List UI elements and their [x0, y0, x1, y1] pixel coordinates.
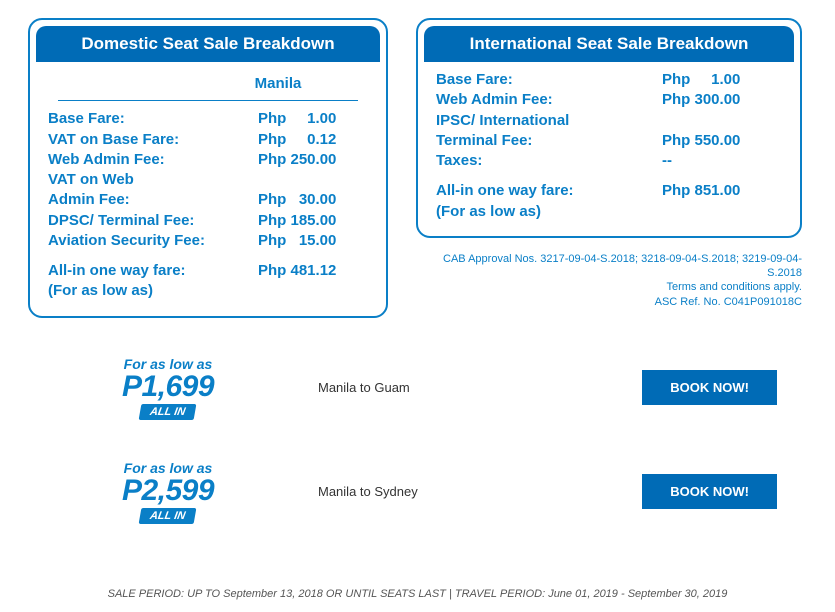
- table-row: Base Fare:Php 1.00: [48, 109, 368, 129]
- domestic-card: Domestic Seat Sale Breakdown Manila Base…: [28, 18, 388, 318]
- table-row: Web Admin Fee:Php 250.00: [48, 150, 368, 170]
- fee-value: Php 1.00: [662, 70, 782, 90]
- table-row: IPSC/ International: [436, 111, 782, 131]
- fee-value: Php 185.00: [258, 211, 368, 231]
- route-text: Manila to Guam: [258, 380, 642, 395]
- table-row: VAT on Web: [48, 170, 368, 190]
- fee-value: [662, 111, 782, 131]
- table-row: DPSC/ Terminal Fee:Php 185.00: [48, 211, 368, 231]
- all-in-badge: ALL IN: [139, 404, 197, 420]
- all-in-badge: ALL IN: [139, 508, 197, 524]
- total-label-line2: (For as low as): [436, 203, 541, 220]
- fee-value: Php 30.00: [258, 190, 368, 210]
- fee-value: Php 300.00: [662, 90, 782, 110]
- promo-row: For as low as P1,699 ALL IN Manila to Gu…: [78, 356, 777, 420]
- total-value: Php 481.12: [258, 261, 368, 302]
- domestic-card-body: Manila Base Fare:Php 1.00 VAT on Base Fa…: [30, 62, 386, 316]
- table-row: Base Fare:Php 1.00: [436, 70, 782, 90]
- promos-section: For as low as P1,699 ALL IN Manila to Gu…: [28, 356, 807, 524]
- fee-value: Php 1.00: [258, 109, 368, 129]
- fee-value: Php 15.00: [258, 231, 368, 251]
- breakdown-cards-row: Domestic Seat Sale Breakdown Manila Base…: [28, 18, 807, 318]
- fineprint-line: CAB Approval Nos. 3217-09-04-S.2018; 321…: [416, 252, 802, 281]
- fee-label: VAT on Base Fare:: [48, 130, 258, 150]
- route-text: Manila to Sydney: [258, 484, 642, 499]
- total-label-line1: All-in one way fare:: [436, 182, 574, 199]
- fineprint-line: Terms and conditions apply.: [416, 280, 802, 294]
- promo-row: For as low as P2,599 ALL IN Manila to Sy…: [78, 460, 777, 524]
- price: P1,699: [78, 372, 258, 402]
- price-block: For as low as P2,599 ALL IN: [78, 460, 258, 524]
- book-now-button[interactable]: BOOK NOW!: [642, 474, 777, 509]
- international-card: International Seat Sale Breakdown Base F…: [416, 18, 802, 238]
- fineprint: CAB Approval Nos. 3217-09-04-S.2018; 321…: [416, 252, 802, 309]
- table-row: VAT on Base Fare:Php 0.12: [48, 130, 368, 150]
- international-card-title: International Seat Sale Breakdown: [424, 26, 794, 62]
- table-row: Taxes:--: [436, 151, 782, 171]
- fee-value: Php 550.00: [662, 131, 782, 151]
- book-now-button[interactable]: BOOK NOW!: [642, 370, 777, 405]
- fee-value: --: [662, 151, 782, 171]
- total-value: Php 851.00: [662, 181, 782, 222]
- table-row: Terminal Fee:Php 550.00: [436, 131, 782, 151]
- fee-value: Php 0.12: [258, 130, 368, 150]
- fineprint-line: ASC Ref. No. C041P091018C: [416, 295, 802, 309]
- fee-label: DPSC/ Terminal Fee:: [48, 211, 258, 231]
- fee-label: Aviation Security Fee:: [48, 231, 258, 251]
- total-label-line1: All-in one way fare:: [48, 262, 186, 279]
- fee-label: Terminal Fee:: [436, 131, 662, 151]
- total-row: All-in one way fare: (For as low as) Php…: [48, 261, 368, 302]
- fee-label: Taxes:: [436, 151, 662, 171]
- fee-label: Base Fare:: [436, 70, 662, 90]
- sale-period-footer: SALE PERIOD: UP TO September 13, 2018 OR…: [0, 588, 835, 600]
- fee-label: Base Fare:: [48, 109, 258, 129]
- total-row: All-in one way fare: (For as low as) Php…: [436, 181, 782, 222]
- table-row: Aviation Security Fee:Php 15.00: [48, 231, 368, 251]
- fee-value: [258, 170, 368, 190]
- table-row: Web Admin Fee:Php 300.00: [436, 90, 782, 110]
- total-label: All-in one way fare: (For as low as): [48, 261, 258, 302]
- price: P2,599: [78, 476, 258, 506]
- right-column: International Seat Sale Breakdown Base F…: [416, 18, 802, 309]
- fee-label: Web Admin Fee:: [48, 150, 258, 170]
- fee-label: Web Admin Fee:: [436, 90, 662, 110]
- price-block: For as low as P1,699 ALL IN: [78, 356, 258, 420]
- domestic-origin: Manila: [58, 70, 358, 101]
- total-label-line2: (For as low as): [48, 282, 153, 299]
- international-card-body: Base Fare:Php 1.00 Web Admin Fee:Php 300…: [418, 62, 800, 236]
- domestic-card-title: Domestic Seat Sale Breakdown: [36, 26, 380, 62]
- total-label: All-in one way fare: (For as low as): [436, 181, 662, 222]
- fee-label: IPSC/ International: [436, 111, 662, 131]
- fee-label: Admin Fee:: [48, 190, 258, 210]
- fee-value: Php 250.00: [258, 150, 368, 170]
- table-row: Admin Fee:Php 30.00: [48, 190, 368, 210]
- fee-label: VAT on Web: [48, 170, 258, 190]
